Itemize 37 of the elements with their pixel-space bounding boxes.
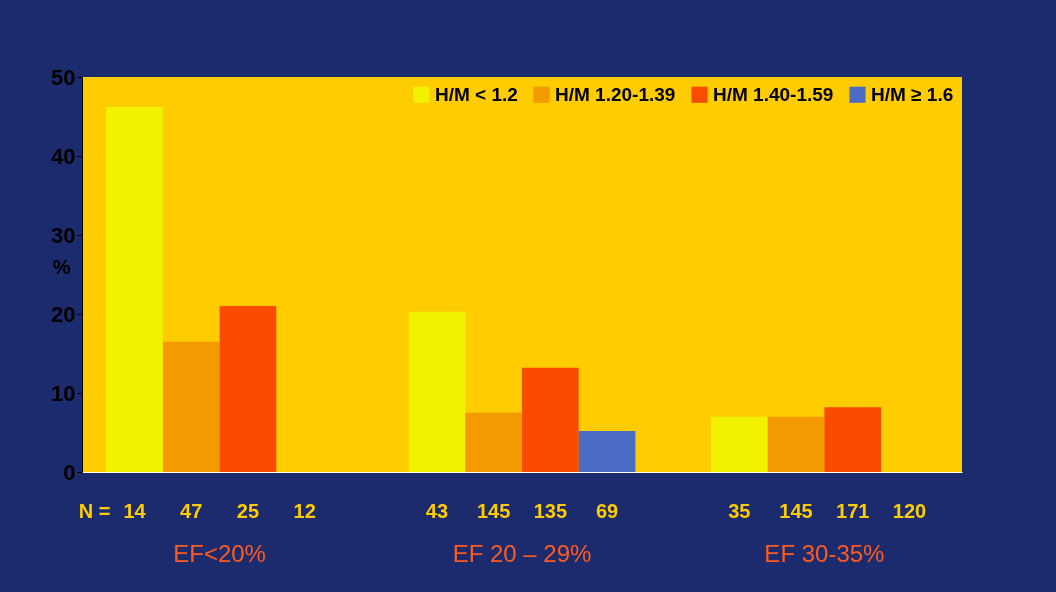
text: 35 [728, 500, 751, 522]
x-tick-label: EF 30-35% [764, 539, 885, 567]
text: 145 [779, 500, 813, 522]
bar [767, 416, 825, 472]
legend-label: H/M 1.20-1.39 [555, 83, 676, 105]
legend-label: H/M 1.40-1.59 [713, 83, 834, 105]
text: 25 [236, 500, 260, 522]
legend-label: H/M < 1.2 [435, 83, 518, 105]
bar [162, 341, 220, 472]
text: 12 [293, 500, 316, 522]
bar [711, 416, 768, 472]
text: 135 [533, 500, 568, 522]
y-tick-label: 40 [51, 143, 76, 169]
bar [106, 107, 163, 472]
text: 14 [123, 500, 147, 522]
text: N = [78, 500, 111, 522]
text: 171 [836, 500, 870, 522]
y-tick-label: 10 [51, 380, 76, 406]
bar [824, 407, 882, 472]
bar [522, 367, 579, 472]
y-axis-title: % [52, 255, 71, 278]
legend-label: H/M ≥ 1.6 [871, 83, 954, 105]
bar [408, 311, 466, 472]
y-tick-label: 0 [63, 459, 76, 485]
x-tick-label: EF 20 – 29% [452, 539, 592, 567]
text: 69 [595, 500, 619, 522]
text: 43 [425, 500, 449, 522]
x-tick-label: EF<20% [173, 539, 266, 567]
y-tick-label: 50 [51, 64, 76, 90]
bar [578, 430, 636, 472]
text: 120 [892, 500, 927, 522]
bar [219, 306, 277, 472]
text: 145 [476, 500, 511, 522]
y-tick-label: 20 [51, 301, 76, 327]
y-tick-label: 30 [51, 222, 76, 248]
bar [465, 412, 522, 472]
text: 47 [180, 500, 203, 522]
